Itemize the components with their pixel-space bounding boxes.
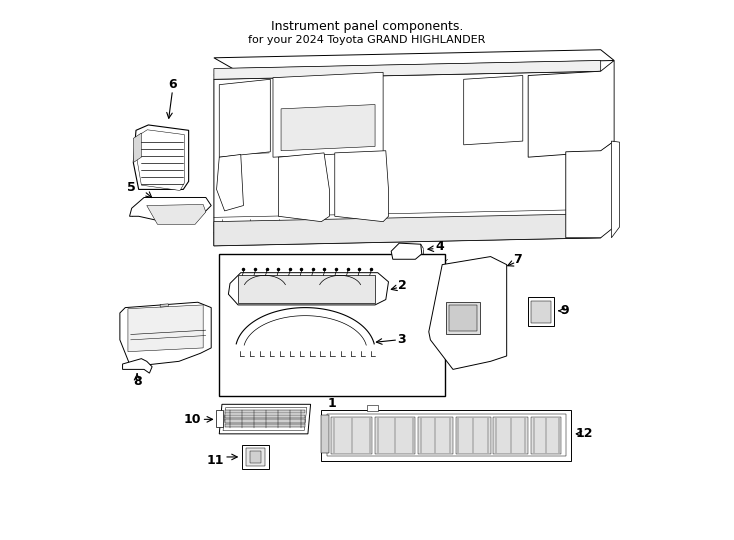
Text: 8: 8 [133, 375, 142, 388]
Polygon shape [216, 410, 223, 427]
Polygon shape [449, 306, 476, 331]
Polygon shape [391, 243, 422, 259]
Text: 1: 1 [327, 397, 336, 410]
Polygon shape [566, 141, 614, 238]
Polygon shape [225, 410, 305, 413]
Text: 6: 6 [168, 78, 177, 91]
Text: 3: 3 [398, 333, 406, 346]
Polygon shape [223, 408, 307, 430]
Polygon shape [134, 133, 142, 163]
Polygon shape [528, 297, 554, 326]
Text: 2: 2 [398, 279, 407, 292]
Polygon shape [225, 424, 305, 427]
Polygon shape [464, 76, 523, 145]
Polygon shape [611, 141, 619, 238]
Bar [219, 254, 445, 396]
Polygon shape [531, 417, 562, 454]
Polygon shape [281, 105, 375, 151]
Polygon shape [123, 359, 152, 373]
Polygon shape [335, 151, 388, 221]
Polygon shape [418, 417, 453, 454]
Polygon shape [531, 301, 550, 322]
Polygon shape [217, 154, 244, 211]
Polygon shape [214, 214, 600, 246]
Polygon shape [242, 444, 269, 469]
Polygon shape [331, 417, 372, 454]
Polygon shape [446, 302, 480, 334]
Polygon shape [137, 130, 184, 191]
Polygon shape [147, 205, 206, 224]
Polygon shape [134, 125, 189, 190]
Polygon shape [225, 420, 305, 423]
Text: 12: 12 [576, 427, 593, 440]
Text: 10: 10 [184, 413, 201, 426]
Polygon shape [493, 417, 528, 454]
Polygon shape [321, 415, 330, 453]
Polygon shape [128, 305, 203, 352]
Polygon shape [250, 450, 261, 463]
Polygon shape [160, 304, 168, 307]
Polygon shape [375, 417, 415, 454]
Polygon shape [129, 198, 211, 221]
Polygon shape [219, 79, 270, 157]
Text: 7: 7 [513, 253, 522, 266]
Polygon shape [429, 256, 506, 369]
Polygon shape [214, 60, 600, 79]
Polygon shape [225, 415, 305, 418]
Polygon shape [214, 50, 614, 69]
Polygon shape [120, 302, 211, 367]
Polygon shape [273, 72, 383, 157]
Polygon shape [456, 417, 490, 454]
Polygon shape [238, 275, 375, 303]
Text: for your 2024 Toyota GRAND HIGHLANDER: for your 2024 Toyota GRAND HIGHLANDER [248, 35, 486, 45]
Polygon shape [528, 60, 614, 157]
Polygon shape [228, 273, 388, 305]
Polygon shape [246, 448, 266, 465]
Polygon shape [214, 71, 600, 246]
Polygon shape [219, 404, 310, 434]
Text: 4: 4 [435, 240, 444, 253]
Polygon shape [327, 414, 566, 456]
Polygon shape [321, 410, 571, 461]
Text: 9: 9 [560, 305, 569, 318]
Polygon shape [367, 406, 378, 411]
Text: 11: 11 [207, 454, 225, 467]
Text: Instrument panel components.: Instrument panel components. [271, 20, 463, 33]
Polygon shape [278, 153, 330, 221]
Text: 5: 5 [127, 181, 136, 194]
